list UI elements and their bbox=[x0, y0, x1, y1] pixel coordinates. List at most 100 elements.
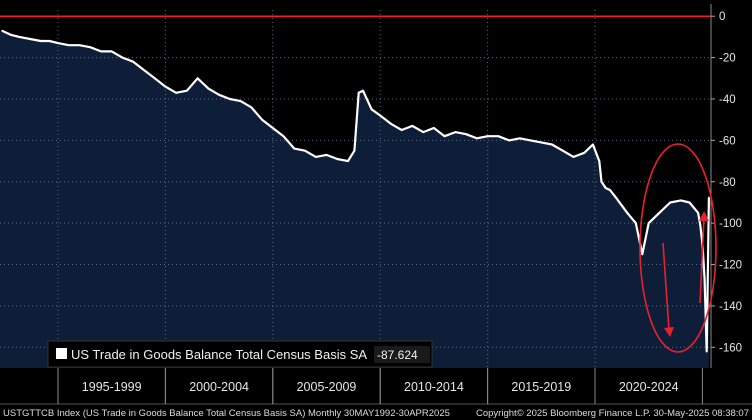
series-point bbox=[486, 135, 489, 138]
series-point bbox=[390, 123, 392, 125]
series-point bbox=[529, 139, 532, 142]
series-point bbox=[282, 135, 285, 138]
series-point bbox=[540, 141, 543, 144]
series-point bbox=[153, 77, 156, 80]
series-point bbox=[465, 133, 467, 135]
series-point bbox=[561, 149, 564, 152]
series-point bbox=[100, 50, 102, 53]
series-point bbox=[370, 108, 373, 111]
series-point bbox=[497, 135, 500, 138]
series-point bbox=[218, 94, 220, 96]
series-points bbox=[1, 29, 710, 353]
series-point bbox=[688, 201, 691, 204]
series-point bbox=[411, 125, 414, 127]
y-tick-label: -100 bbox=[719, 218, 742, 230]
x-period-label: 1995-1999 bbox=[82, 380, 142, 394]
series-point bbox=[443, 135, 446, 138]
y-tick-label: -60 bbox=[719, 135, 736, 147]
series-point bbox=[604, 187, 607, 189]
x-axis-periods: 1995-1999 2000-2004 2005-2009 2010-2014 2015… bbox=[0, 368, 752, 405]
series-point bbox=[48, 40, 51, 42]
series-point bbox=[353, 149, 356, 152]
series-point bbox=[647, 222, 650, 224]
y-tick-label: -160 bbox=[719, 342, 742, 354]
series-point bbox=[508, 139, 510, 142]
series-point bbox=[250, 106, 253, 109]
series-point bbox=[669, 201, 671, 204]
series-point bbox=[325, 154, 328, 156]
series-point bbox=[207, 87, 210, 90]
series-point bbox=[121, 56, 124, 59]
legend: US Trade in Goods Balance Total Census B… bbox=[47, 340, 433, 368]
series-point bbox=[9, 34, 12, 36]
footer-left: USTGTTCB Index (US Trade in Goods Balanc… bbox=[3, 408, 450, 419]
series-point bbox=[336, 158, 339, 160]
legend-last-value: -87.624 bbox=[377, 348, 418, 362]
legend-label: US Trade in Goods Balance Total Census B… bbox=[71, 347, 367, 362]
series-point bbox=[272, 127, 274, 129]
series-point bbox=[89, 46, 92, 49]
series-point bbox=[57, 42, 59, 44]
series-point bbox=[67, 44, 70, 46]
series-point bbox=[519, 137, 521, 140]
y-tick-label: -140 bbox=[719, 301, 742, 313]
series-point bbox=[110, 50, 113, 53]
series-point bbox=[362, 89, 364, 92]
series-point bbox=[40, 40, 42, 42]
series-point bbox=[18, 36, 21, 38]
grid-lines bbox=[0, 10, 711, 368]
series-point bbox=[600, 180, 603, 183]
series-point bbox=[705, 350, 708, 353]
series-point bbox=[379, 114, 382, 117]
series-point bbox=[196, 77, 199, 80]
series-point bbox=[175, 91, 177, 94]
series-point bbox=[239, 100, 242, 102]
x-period-label: 2000-2004 bbox=[189, 380, 249, 394]
x-period-label: 2015-2019 bbox=[511, 380, 571, 394]
series-point bbox=[609, 189, 611, 191]
series-point bbox=[703, 278, 706, 280]
series-point bbox=[186, 89, 188, 92]
annotations bbox=[639, 143, 717, 353]
series-point bbox=[635, 222, 637, 224]
legend-swatch bbox=[56, 348, 67, 359]
series-point bbox=[641, 253, 644, 255]
series-area-fill bbox=[0, 30, 709, 368]
series-point bbox=[551, 143, 553, 146]
series-point bbox=[1, 29, 3, 32]
series-point bbox=[476, 137, 478, 140]
series-point bbox=[78, 44, 81, 46]
x-period-label: 2010-2014 bbox=[404, 380, 464, 394]
series-point bbox=[229, 98, 231, 100]
legend-value-box bbox=[374, 346, 430, 363]
y-axis-ticks: 0 -20 -40 -60 -80 -100 -120 -140 -160 bbox=[710, 4, 742, 368]
legend-box bbox=[47, 340, 433, 368]
y-tick-label: 0 bbox=[719, 11, 725, 23]
series-point bbox=[699, 224, 702, 227]
series-point bbox=[708, 196, 710, 199]
y-tick-label: -40 bbox=[719, 94, 736, 106]
series-point bbox=[422, 131, 424, 133]
series-point bbox=[454, 131, 457, 133]
y-tick-label: -120 bbox=[719, 260, 742, 272]
annotation-ellipse bbox=[639, 143, 717, 353]
x-period-label: 2020-2024 bbox=[619, 380, 679, 394]
y-tick-label: -20 bbox=[719, 53, 736, 65]
series-point bbox=[29, 38, 31, 40]
series-point bbox=[680, 199, 682, 202]
x-period-label: 2005-2009 bbox=[297, 380, 357, 394]
annotation-arrow-up bbox=[699, 211, 709, 304]
series-point bbox=[347, 160, 349, 162]
annotation-arrow-down bbox=[662, 242, 674, 337]
series-point bbox=[598, 160, 601, 162]
series-point bbox=[400, 129, 403, 131]
series-point bbox=[615, 197, 618, 200]
series-point bbox=[572, 156, 575, 158]
series-point bbox=[143, 69, 145, 71]
series-point bbox=[583, 151, 586, 154]
series-point bbox=[697, 211, 699, 214]
series-point bbox=[658, 211, 661, 214]
footer-right: Copyright© 2025 Bloomberg Finance L.P. 3… bbox=[476, 408, 749, 419]
series-point bbox=[314, 156, 317, 158]
